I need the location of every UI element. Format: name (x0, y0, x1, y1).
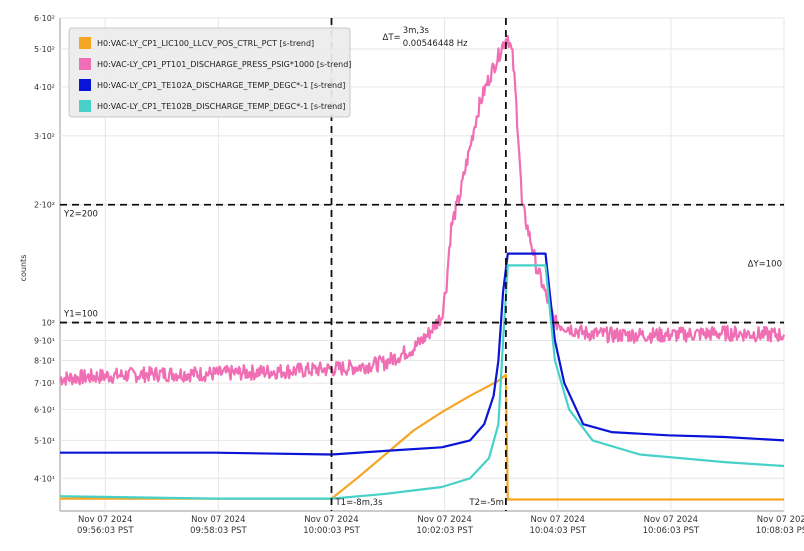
y-tick-label: 3·10² (34, 132, 55, 141)
x-tick-label: Nov 07 2024 (78, 515, 132, 525)
x-tick-label: 10:04:03 PST (529, 526, 586, 536)
legend-swatch-4 (79, 100, 91, 112)
x-tick-label: Nov 07 2024 (417, 515, 471, 525)
x-tick-label: 10:08:03 PST (756, 526, 804, 536)
cursor-t1-label: T1=-8m,3s (335, 498, 384, 508)
y-axis-ticks: 4·10¹ 5·10¹ 6·10¹ 7·10¹ 8·10¹ 9·10¹ 10² 2·10² 3·… (34, 14, 55, 483)
legend-label-4: H0:VAC-LY_CP1_TE102B_DISCHARGE_TEMP_DEGC… (97, 102, 345, 111)
series-line-4 (59, 264, 785, 500)
cursor-delta-t-frequency: 0.00546448 Hz (403, 39, 468, 49)
cursor-delta-t-label: ΔT= (383, 33, 401, 43)
x-tick-label: Nov 07 2024 (757, 515, 804, 525)
x-tick-label: 10:02:03 PST (416, 526, 473, 536)
y-tick-label: 6·10² (34, 14, 55, 23)
y-axis-label: counts (19, 255, 28, 282)
cursors[interactable] (60, 18, 784, 511)
legend-swatch-2 (79, 58, 91, 70)
legend[interactable]: H0:VAC-LY_CP1_LIC100_LLCV_POS_CTRL_PCT [… (68, 27, 351, 118)
legend-label-3: H0:VAC-LY_CP1_TE102A_DISCHARGE_TEMP_DEGC… (97, 81, 345, 90)
x-tick-label: 10:06:03 PST (643, 526, 700, 536)
y-tick-label: 7·10¹ (34, 379, 55, 388)
legend-box (68, 27, 351, 118)
y-tick-label: 2·10² (34, 201, 55, 210)
y-tick-label: 5·10² (34, 45, 55, 54)
x-tick-label: Nov 07 2024 (191, 515, 245, 525)
y-tick-label: 6·10¹ (34, 405, 55, 414)
x-tick-label: Nov 07 2024 (531, 515, 585, 525)
x-tick-label: Nov 07 2024 (644, 515, 698, 525)
y-tick-label: 5·10¹ (34, 436, 55, 445)
legend-swatch-1 (79, 37, 91, 49)
series-line-2 (59, 34, 786, 386)
cursor-delta-y-label: ΔY=100 (748, 260, 782, 270)
y-tick-label: 4·10¹ (34, 474, 55, 483)
x-tick-label: Nov 07 2024 (304, 515, 358, 525)
legend-label-2: H0:VAC-LY_CP1_PT101_DISCHARGE_PRESS_PSIG… (97, 60, 351, 69)
x-tick-label: 10:00:03 PST (303, 526, 360, 536)
cursor-y2-label: Y2=200 (63, 210, 98, 220)
cursor-delta-t-value: 3m,3s (403, 26, 430, 36)
cursor-y1-label: Y1=100 (63, 310, 98, 320)
y-tick-label: 4·10² (34, 83, 55, 92)
x-tick-label: 09:58:03 PST (190, 526, 247, 536)
y-tick-label: 9·10¹ (34, 336, 55, 345)
x-tick-label: 09:56:03 PST (77, 526, 134, 536)
legend-label-1: H0:VAC-LY_CP1_LIC100_LLCV_POS_CTRL_PCT [… (97, 39, 314, 48)
legend-swatch-3 (79, 79, 91, 91)
y-tick-label: 10² (42, 319, 55, 328)
cursor-t2-label: T2=-5m (468, 498, 503, 508)
y-tick-label: 8·10¹ (34, 356, 55, 365)
